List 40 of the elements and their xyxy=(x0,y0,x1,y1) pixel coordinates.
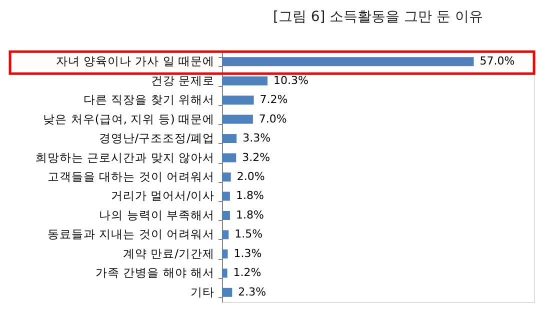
y-tick-label: 거리가 멀어서/이사 xyxy=(110,188,214,203)
bar xyxy=(222,192,230,201)
data-label: 7.0% xyxy=(258,112,287,126)
bar xyxy=(222,96,254,105)
y-tick-label: 희망하는 근로시간과 맞지 않아서 xyxy=(36,150,214,164)
y-tick-label: 다른 직장을 찾기 위해서 xyxy=(84,92,214,107)
y-tick-label: 기타 xyxy=(190,284,214,299)
bar xyxy=(222,153,236,162)
bar xyxy=(222,268,228,278)
bar xyxy=(222,57,474,66)
y-tick-label: 자녀 양육이나 가사 일 때문에 xyxy=(56,54,214,68)
data-label: 1.3% xyxy=(234,246,262,260)
y-tick-label: 낮은 처우(급여, 지위 등) 때문에 xyxy=(43,112,214,126)
bar xyxy=(222,172,231,182)
y-tick-label: 경영난/구조조정/폐업 xyxy=(98,131,214,146)
bar xyxy=(222,114,253,124)
data-label: 57.0% xyxy=(480,54,515,68)
data-label: 1.8% xyxy=(236,208,264,222)
chart-title: [그림 6] 소득활동을 그만 둔 이유 xyxy=(272,9,484,25)
bar xyxy=(222,249,228,258)
bar xyxy=(222,230,229,240)
data-label: 3.3% xyxy=(242,132,271,145)
data-label: 2.3% xyxy=(238,285,266,298)
y-tick-label: 고객들을 대하는 것이 어려워서 xyxy=(48,170,214,184)
y-tick-label: 나의 능력이 부족해서 xyxy=(99,208,214,222)
y-tick-label: 계약 만료/기간제 xyxy=(122,246,214,260)
y-tick-label: 가족 간병을 해야 해서 xyxy=(96,266,214,280)
y-tick-label: 건강 문제로 xyxy=(150,73,214,88)
data-label: 1.8% xyxy=(236,189,264,202)
data-label: 2.0% xyxy=(236,170,265,183)
y-tick-label: 동료들과 지내는 것이 어려워서 xyxy=(48,227,214,242)
data-label: 1.5% xyxy=(234,228,263,241)
data-label: 3.2% xyxy=(242,150,270,164)
data-label: 7.2% xyxy=(260,93,288,106)
data-label: 10.3% xyxy=(273,74,308,87)
bar xyxy=(222,210,230,220)
bar xyxy=(222,288,232,297)
bar xyxy=(222,134,237,144)
data-label: 1.2% xyxy=(233,266,262,280)
bar xyxy=(222,76,268,86)
